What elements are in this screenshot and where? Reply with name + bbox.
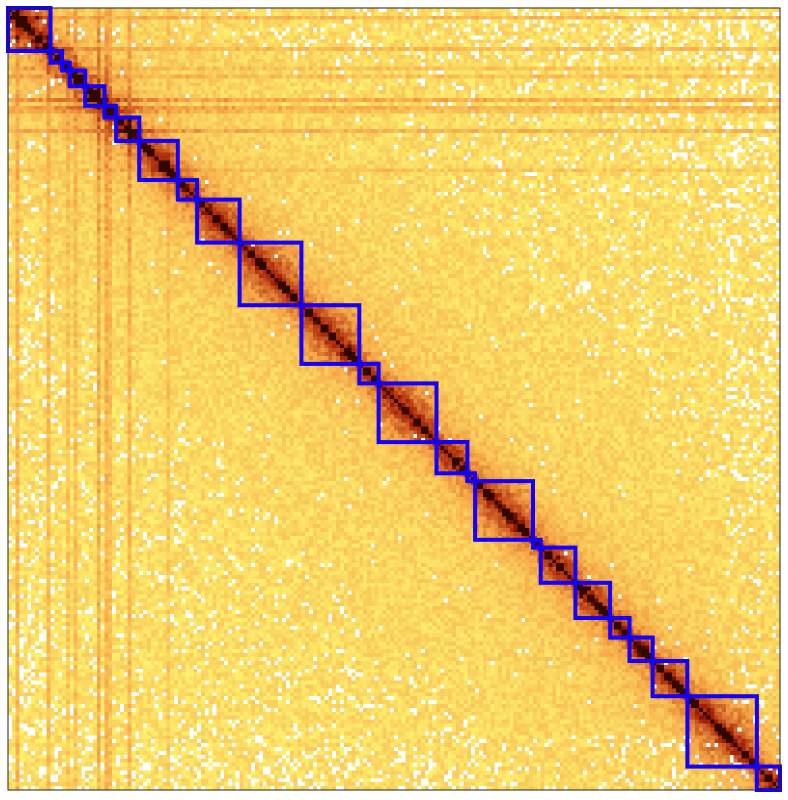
tad-box (195, 197, 242, 245)
tad-box (685, 694, 759, 769)
tad-box (473, 479, 536, 542)
heatmap-cells (8, 8, 780, 790)
plot-frame (7, 7, 781, 791)
tad-boundaries (6, 6, 782, 792)
tad-box (608, 616, 632, 640)
tad-box (465, 471, 477, 484)
tad-box (299, 303, 362, 366)
tad-box (376, 381, 439, 445)
tad-box (627, 635, 655, 663)
tad-box (175, 178, 200, 202)
tad-box (573, 580, 613, 620)
tad-box (538, 545, 578, 585)
tad-box (114, 115, 142, 143)
heatmap-image (8, 8, 780, 790)
tad-box (137, 138, 180, 182)
tad-box (357, 361, 381, 386)
tad-box (48, 49, 65, 65)
tad-box (102, 103, 119, 120)
tad-box (83, 84, 107, 108)
tad-box (650, 659, 690, 699)
tad-box (531, 537, 543, 550)
tad-box (67, 68, 88, 89)
tad-box (434, 440, 470, 476)
tad-box (60, 60, 72, 73)
tad-box (237, 240, 304, 308)
